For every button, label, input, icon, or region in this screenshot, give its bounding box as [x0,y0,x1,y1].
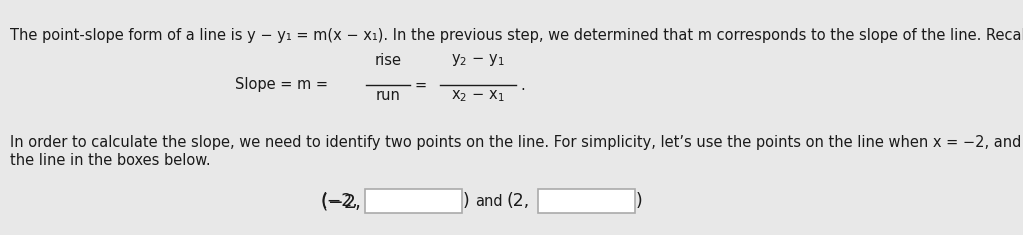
Text: rise: rise [374,53,401,68]
Text: y$_2$ $-$ y$_1$: y$_2$ $-$ y$_1$ [451,52,504,68]
Text: run: run [375,88,400,103]
Text: (−2,: (−2, [320,192,358,210]
Text: In order to calculate the slope, we need to identify two points on the line. For: In order to calculate the slope, we need… [10,135,1023,150]
Text: ): ) [463,192,470,210]
Text: x$_2$ $-$ x$_1$: x$_2$ $-$ x$_1$ [451,88,504,104]
FancyBboxPatch shape [538,189,635,213]
Text: ): ) [636,192,642,210]
Text: The point-slope form of a line is y − y₁ = m(x − x₁). In the previous step, we d: The point-slope form of a line is y − y₁… [10,28,1023,43]
FancyBboxPatch shape [365,189,462,213]
Text: =: = [415,78,427,93]
Text: and: and [475,193,502,208]
Text: the line in the boxes below.: the line in the boxes below. [10,153,211,168]
Text: .: . [520,78,525,93]
Text: (2,: (2, [506,192,529,210]
Text: Slope = m =: Slope = m = [235,78,332,93]
Text: $\left(-2,\right.$: $\left(-2,\right.$ [320,191,361,212]
